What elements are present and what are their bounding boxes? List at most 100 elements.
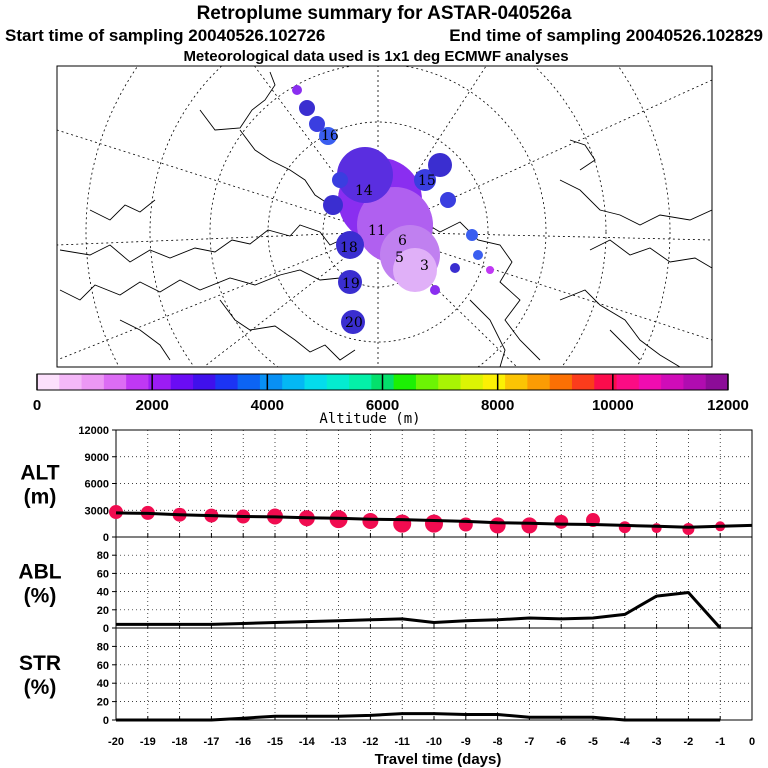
alt-panel-dot-14 [554, 514, 569, 529]
alt-panel-series-line [115, 511, 753, 529]
blob-right-1 [428, 153, 452, 177]
colorbar-cell-21 [505, 374, 528, 390]
alt-panel-dot-17 [651, 523, 662, 534]
blob-right-4 [450, 263, 460, 273]
lat-ring-4 [149, 66, 607, 367]
lat-ring-5 [85, 66, 671, 367]
colorbar-cell-30 [705, 374, 729, 390]
x-tick-label--5: -5 [588, 736, 598, 748]
x-tick-label--1: -1 [715, 736, 725, 748]
str-panel-ylabel-name: STR [19, 652, 61, 675]
colorbar-ticks: 0 2000 4000 6000 8000 10000 12000 [33, 374, 749, 414]
abl-panel-ylabel-name: ABL [18, 561, 61, 584]
plume-label-11: 11 [368, 223, 386, 239]
blob-20 [341, 310, 365, 334]
alt-panel-ylabel-unit: (m) [24, 486, 57, 509]
plume-blobs [292, 85, 494, 334]
alt-panel-dot-0 [109, 505, 123, 520]
plume-label-15: 15 [418, 173, 436, 189]
abl-panel-ytick-label-20: 20 [97, 605, 109, 617]
blob-right-7 [486, 266, 494, 274]
colorbar-cell-26 [616, 374, 640, 390]
colorbar-tick-label-4000: 4000 [251, 397, 284, 414]
met-data-label: Meteorological data used is 1x1 deg ECMW… [183, 48, 568, 65]
x-tick-label--11: -11 [395, 736, 410, 748]
alt-panel-dot-12 [489, 517, 506, 534]
time-series-panels: 030006000900012000ALT(m)020406080ABL(%)0… [18, 425, 753, 727]
colorbar-cell-12 [304, 374, 328, 390]
colorbar-cell-19 [460, 374, 484, 390]
plume-large-bg5 [393, 248, 437, 292]
alt-panel-dot-9 [393, 514, 412, 533]
colorbar-tick-label-10000: 10000 [592, 397, 634, 414]
alt-panel-dot-10 [425, 514, 443, 533]
plume-label-5: 5 [395, 250, 404, 266]
blob-top-1 [299, 100, 315, 116]
colorbar-tick-label-12000: 12000 [707, 397, 749, 414]
alt-panel-dot-18 [682, 522, 695, 535]
plume-label-6: 6 [398, 233, 407, 249]
x-tick-label--17: -17 [203, 736, 219, 748]
x-tick-label--9: -9 [461, 736, 471, 748]
plume-label-14: 14 [355, 183, 373, 199]
plume-labels: 20 19 18 16 15 14 11 6 5 3 [321, 128, 436, 331]
plume-label-16: 16 [321, 128, 339, 144]
x-tick-label--20: -20 [108, 736, 124, 748]
colorbar-cell-4 [126, 374, 149, 390]
plume-label-3: 3 [420, 258, 429, 274]
x-tick-label--15: -15 [267, 736, 283, 748]
x-tick-label--3: -3 [652, 736, 662, 748]
alt-panel-dot-11 [458, 517, 473, 532]
blob-right-3 [466, 229, 478, 241]
x-tick-label--10: -10 [426, 736, 442, 748]
x-tick-label--2: -2 [684, 736, 694, 748]
colorbar-cell-6 [170, 374, 194, 390]
abl-panel-ylabel-unit: (%) [24, 585, 57, 608]
str-panel-frame [115, 627, 753, 721]
str-panel-ytick-label-20: 20 [97, 697, 109, 709]
colorbar-cell-16 [393, 374, 417, 390]
colorbar-cell-23 [549, 374, 573, 390]
abl-panel-series-line [116, 591, 722, 630]
alt-panel-ylabel-name: ALT [20, 462, 59, 485]
x-axis: -20 -19 -18 -17 -16 -15 -14 -13 -12 -11 -10 -9 -8 -7-… [108, 736, 755, 748]
start-time-label: Start time of sampling 20040526.102726 [5, 26, 325, 45]
colorbar-cell-22 [527, 374, 551, 390]
x-tick-label--14: -14 [299, 736, 316, 748]
plume-label-20: 20 [345, 315, 363, 331]
str-panel-ytick-label-60: 60 [97, 660, 109, 672]
blob-left-1 [323, 195, 343, 215]
colorbar-cell-3 [103, 374, 127, 390]
colorbar-cell-18 [438, 374, 462, 390]
alt-panel: 0 3000 6000 9000 12000 ALT(m) [20, 425, 753, 544]
colorbar-cells [37, 374, 729, 390]
abl-panel-ytick-label-80: 80 [97, 550, 109, 562]
x-tick-label--4: -4 [620, 736, 631, 748]
colorbar-cell-7 [193, 374, 216, 390]
blob-right-5 [473, 250, 483, 260]
colorbar-cell-25 [594, 374, 618, 390]
colorbar-cell-13 [326, 374, 350, 390]
x-tick-label--18: -18 [172, 736, 188, 748]
plume-label-18: 18 [340, 240, 358, 256]
blob-left-2 [332, 172, 348, 188]
colorbar-cell-24 [571, 374, 595, 390]
blob-right-2 [440, 192, 456, 208]
alt-panel-dot-13 [521, 517, 538, 534]
x-tick-label--8: -8 [493, 736, 503, 748]
plume-label-19: 19 [342, 276, 360, 292]
str-panel: 0 20 40 60 80 STR(%) [19, 627, 753, 727]
str-panel-ylabel-unit: (%) [24, 676, 57, 699]
colorbar-cell-28 [661, 374, 684, 390]
x-tick-label--13: -13 [331, 736, 347, 748]
x-tick-label-0: 0 [749, 736, 755, 748]
alt-panel-dot-16 [618, 521, 631, 534]
lat-ring-3 [209, 66, 547, 367]
x-axis-label: Travel time (days) [375, 751, 502, 768]
colorbar-cell-8 [215, 374, 239, 390]
alt-panel-ytick-label-12000: 12000 [78, 425, 109, 437]
blob-16 [319, 127, 337, 145]
blob-right-6 [430, 285, 440, 295]
alt-panel-ytick-label-6000: 6000 [85, 479, 109, 491]
